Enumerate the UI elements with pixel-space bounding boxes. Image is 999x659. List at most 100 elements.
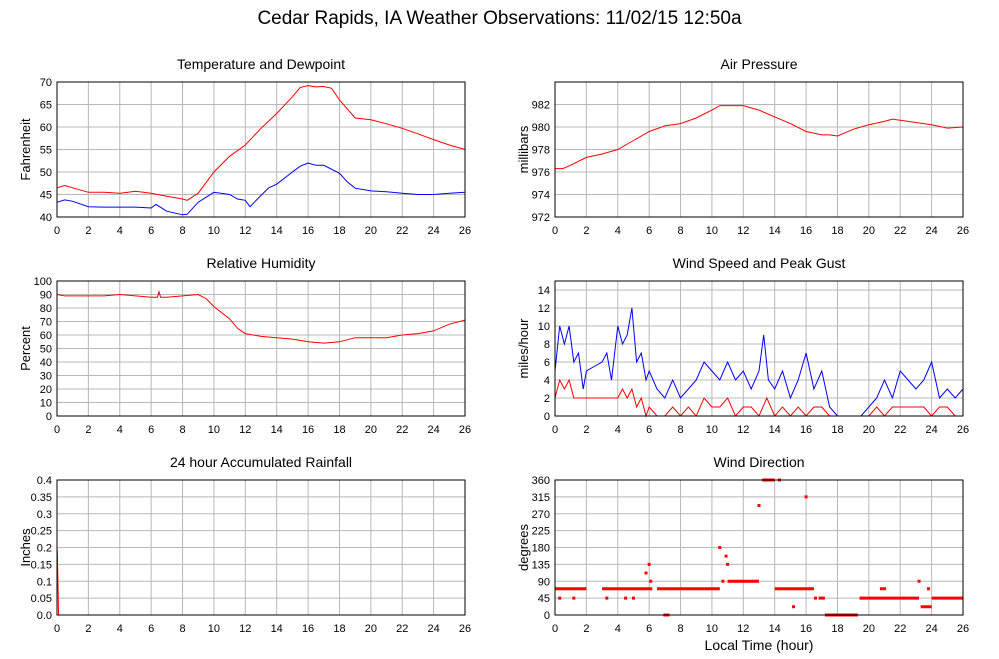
y-tick-label: 70	[40, 317, 52, 329]
x-tick-label: 6	[646, 623, 652, 635]
x-tick-label: 16	[800, 623, 812, 635]
y-tick-label: 270	[532, 509, 550, 521]
y-tick-label: 0	[544, 411, 550, 423]
x-tick-label: 24	[925, 225, 937, 237]
x-tick-label: 20	[365, 623, 377, 635]
y-axis-label: degrees	[516, 524, 531, 571]
x-tick-label: 4	[615, 225, 621, 237]
x-tick-label: 4	[117, 424, 123, 436]
y-tick-label: 55	[40, 145, 52, 157]
x-tick-label: 16	[800, 225, 812, 237]
series-line	[56, 85, 466, 201]
x-tick-label: 14	[769, 623, 781, 635]
data-point	[605, 596, 609, 600]
y-tick-label: 972	[532, 212, 550, 224]
x-tick-label: 2	[85, 225, 91, 237]
y-tick-label: 70	[40, 77, 52, 89]
y-tick-label: 10	[40, 398, 52, 410]
x-tick-label: 14	[271, 225, 283, 237]
y-tick-label: 982	[532, 100, 550, 112]
x-tick-label: 20	[863, 623, 875, 635]
y-tick-label: 976	[532, 167, 550, 179]
x-tick-label: 10	[706, 225, 718, 237]
data-point	[726, 562, 730, 566]
y-tick-label: 4	[544, 375, 550, 387]
x-tick-label: 10	[208, 225, 220, 237]
panel-title: Air Pressure	[720, 56, 797, 72]
x-tick-label: 0	[552, 623, 558, 635]
x-tick-label: 24	[925, 623, 937, 635]
x-tick-label: 12	[239, 424, 251, 436]
x-axis-label: Local Time (hour)	[705, 637, 814, 653]
y-tick-label: 65	[40, 100, 52, 112]
plot-frame	[554, 81, 964, 218]
y-tick-label: 40	[40, 357, 52, 369]
x-tick-label: 24	[427, 623, 439, 635]
y-tick-label: 0.4	[37, 475, 52, 487]
x-tick-label: 2	[583, 424, 589, 436]
y-tick-label: 974	[532, 190, 550, 202]
x-tick-label: 18	[831, 225, 843, 237]
x-tick-label: 26	[957, 424, 969, 436]
x-tick-label: 8	[179, 424, 185, 436]
y-tick-label: 20	[40, 384, 52, 396]
y-tick-label: 100	[34, 276, 52, 288]
data-point	[917, 579, 921, 583]
x-tick-label: 8	[179, 623, 185, 635]
page-title: Cedar Rapids, IA Weather Observations: 1…	[257, 8, 742, 29]
x-tick-label: 8	[677, 623, 683, 635]
y-tick-label: 0	[46, 411, 52, 423]
x-tick-label: 6	[148, 424, 154, 436]
data-point	[813, 596, 817, 600]
x-tick-label: 18	[831, 424, 843, 436]
y-axis-label: Fahrenheit	[18, 118, 33, 181]
data-point	[558, 596, 562, 600]
x-tick-label: 4	[615, 623, 621, 635]
x-tick-label: 20	[365, 225, 377, 237]
y-tick-label: 2	[544, 393, 550, 405]
x-tick-label: 20	[863, 424, 875, 436]
x-tick-label: 18	[831, 623, 843, 635]
y-tick-label: 90	[538, 576, 550, 588]
x-tick-label: 18	[333, 424, 345, 436]
y-tick-label: 6	[544, 357, 550, 369]
data-point	[631, 596, 635, 600]
x-tick-label: 0	[552, 424, 558, 436]
y-tick-label: 12	[538, 303, 550, 315]
y-tick-label: 225	[532, 526, 550, 538]
y-tick-label: 980	[532, 122, 550, 134]
data-point	[718, 546, 722, 549]
plot-frame	[56, 280, 466, 417]
series-line	[56, 550, 465, 616]
y-tick-label: 978	[532, 145, 550, 157]
x-tick-label: 0	[54, 424, 60, 436]
y-tick-label: 45	[40, 190, 52, 202]
x-tick-label: 26	[459, 225, 471, 237]
y-tick-label: 10	[538, 321, 550, 333]
y-tick-label: 40	[40, 212, 52, 224]
y-tick-label: 0.15	[31, 559, 52, 571]
series-line	[56, 162, 466, 216]
x-tick-label: 24	[427, 424, 439, 436]
y-axis-label: miles/hour	[516, 318, 531, 379]
data-point	[647, 562, 651, 566]
x-tick-label: 2	[85, 623, 91, 635]
x-tick-label: 22	[894, 424, 906, 436]
y-tick-label: 0.0	[37, 610, 52, 622]
x-tick-label: 26	[957, 225, 969, 237]
x-tick-label: 16	[302, 623, 314, 635]
x-tick-label: 22	[396, 623, 408, 635]
x-tick-label: 18	[333, 225, 345, 237]
data-point	[721, 579, 725, 583]
data-point	[724, 554, 728, 558]
x-tick-label: 0	[54, 623, 60, 635]
y-tick-label: 135	[532, 559, 550, 571]
y-tick-label: 0.25	[31, 526, 52, 538]
x-tick-label: 16	[302, 424, 314, 436]
data-point	[804, 495, 808, 499]
plot-frame	[554, 280, 964, 417]
x-tick-label: 4	[615, 424, 621, 436]
x-tick-label: 12	[239, 225, 251, 237]
